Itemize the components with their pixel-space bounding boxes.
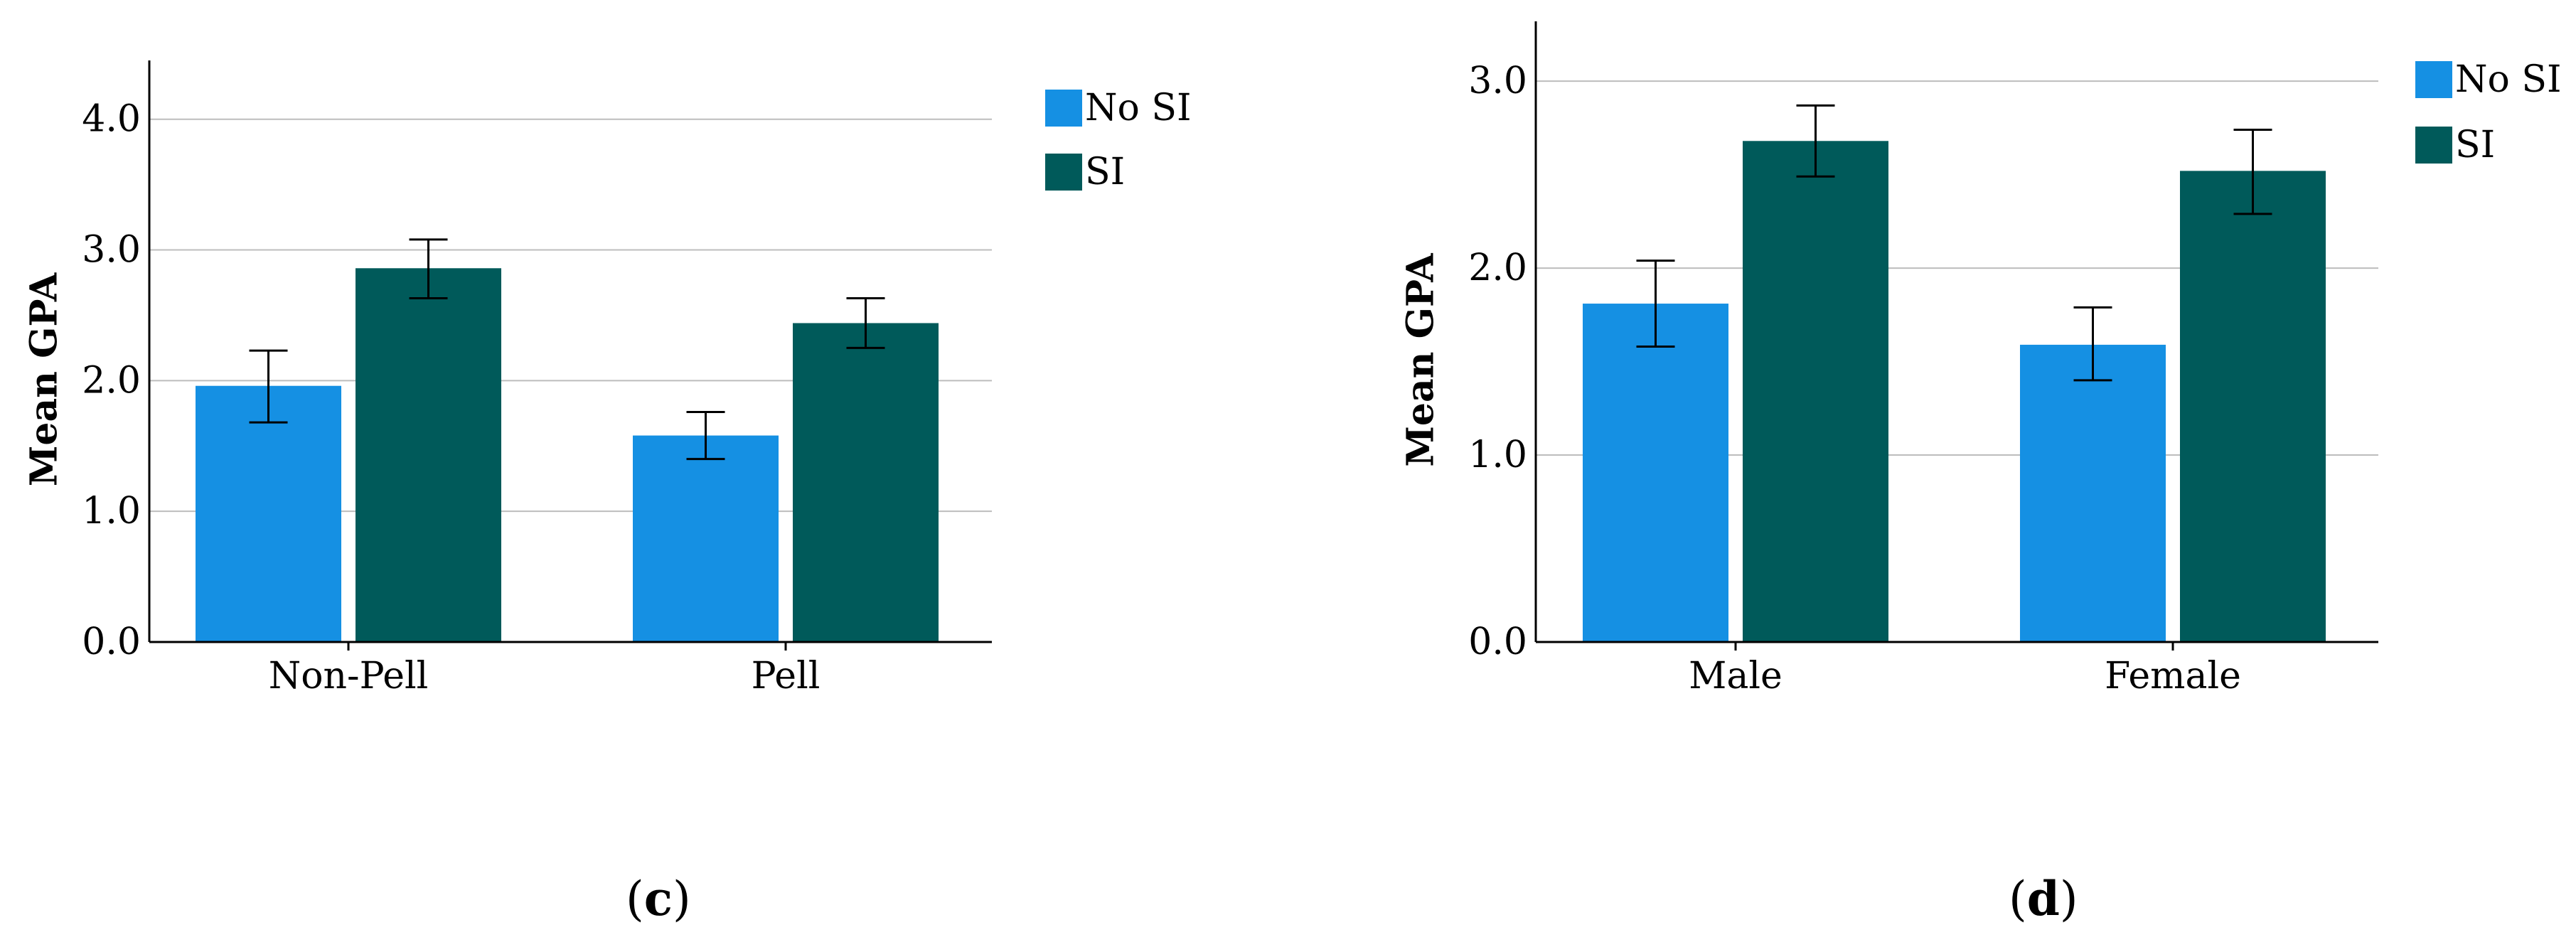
error-bar-no-si-female [2073,306,2112,382]
y-tick-label: 2.0 [1468,247,1527,289]
legend-swatch-si [1045,154,1082,191]
y-tick-label: 4.0 [82,98,141,141]
legend-swatch-no-si [2415,61,2452,98]
bar-si-pell [793,323,939,642]
legend-label-no-si: No SI [2455,58,2562,101]
legend-swatch-no-si [1045,90,1082,127]
chart-d: 0.0 1.0 2.0 3.0 Male Female Mean GPA No SI SI [1399,21,2562,697]
y-tick-label: 1.0 [1468,434,1527,476]
bar-no-si-pell [633,435,779,642]
x-tick-label: Non-Pell [269,655,429,697]
error-bar-si-female [2233,129,2272,215]
legend-label-no-si: No SI [1085,87,1192,129]
bar-si-non-pell [356,268,501,642]
legend-label-si: SI [2455,124,2495,166]
y-tick-label: 0.0 [1468,621,1527,663]
legend-label-si: SI [1085,151,1125,193]
panel-label-d: (d) [2009,871,2078,926]
chart-c: 0.0 1.0 2.0 3.0 4.0 Non-Pell Pell Mean GPA No SI… [23,60,1192,697]
panel-label-c: (c) [626,871,691,926]
bar-no-si-male [1583,304,1728,642]
error-bar-si-non-pell [409,238,448,300]
error-bar-no-si-non-pell [249,349,288,424]
bar-si-male [1743,141,1888,642]
y-tick-label: 3.0 [82,229,141,272]
x-tick-label: Male [1689,655,1783,697]
y-tick-label: 1.0 [82,490,141,533]
y-tick-label: 3.0 [1468,60,1527,102]
legend: No SI SI [2415,58,2562,166]
x-tick-label: Pell [752,655,821,697]
y-tick-label: 0.0 [82,621,141,663]
bar-no-si-female [2020,344,2166,642]
bar-no-si-non-pell [196,385,341,642]
bar-si-female [2180,171,2326,642]
x-tick-label: Female [2105,655,2241,697]
error-bar-si-male [1796,104,1835,178]
y-tick-label: 2.0 [82,359,141,402]
legend: No SI SI [1045,87,1192,193]
error-bar-no-si-pell [686,410,725,461]
error-bar-si-pell [846,297,885,349]
y-axis-title: Mean GPA [1399,253,1443,467]
y-axis-title: Mean GPA [23,272,66,486]
legend-swatch-si [2415,127,2452,164]
error-bar-no-si-male [1636,260,1675,348]
